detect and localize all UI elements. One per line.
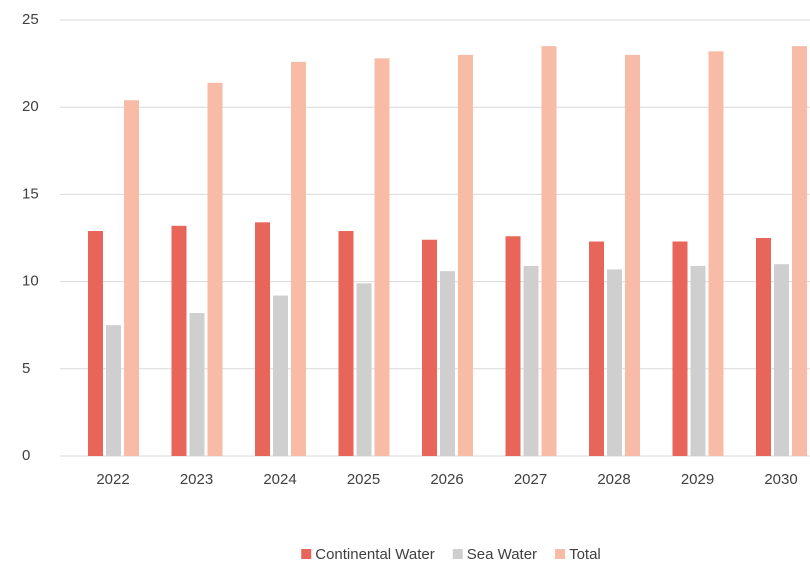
- legend-swatch: [301, 549, 312, 559]
- bar: [374, 58, 390, 456]
- legend-label: Total: [569, 546, 601, 563]
- y-tick-label: 20: [22, 98, 39, 115]
- bar: [756, 238, 771, 456]
- bar: [106, 325, 121, 456]
- bar: [273, 295, 288, 456]
- bar: [189, 312, 205, 456]
- x-tick-label: 2022: [96, 471, 129, 488]
- bar: [523, 265, 539, 456]
- bar: [88, 231, 103, 456]
- x-tick-label: 2030: [764, 471, 797, 488]
- legend-swatch: [555, 549, 566, 559]
- bar: [607, 269, 622, 456]
- bar: [171, 225, 187, 456]
- bar: [291, 61, 306, 457]
- y-tick-label: 10: [22, 273, 39, 290]
- x-tick-label: 2028: [597, 471, 630, 488]
- bar: [440, 271, 455, 456]
- bar: [356, 283, 372, 456]
- x-tick-label: 2023: [180, 471, 213, 488]
- x-tick-label: 2024: [263, 471, 296, 488]
- bar: [625, 54, 640, 456]
- legend-label: Continental Water: [315, 546, 435, 563]
- x-tick-label: 2026: [430, 471, 463, 488]
- x-tick-label: 2029: [681, 471, 714, 488]
- y-tick-label: 5: [22, 360, 30, 377]
- bar: [792, 46, 807, 456]
- bar: [207, 82, 223, 456]
- y-tick-label: 25: [22, 11, 39, 28]
- bar: [774, 264, 789, 456]
- x-tick-label: 2027: [514, 471, 547, 488]
- bar: [690, 265, 706, 456]
- x-tick-label: 2025: [347, 471, 380, 488]
- legend-swatch: [452, 549, 463, 559]
- bar: [672, 241, 688, 456]
- bar: [589, 241, 604, 456]
- bar: [422, 239, 437, 456]
- bar: [458, 54, 473, 456]
- bar: [255, 222, 270, 456]
- legend-label: Sea Water: [467, 546, 537, 563]
- y-tick-label: 0: [22, 447, 30, 464]
- bar: [708, 51, 724, 456]
- bar: [124, 100, 139, 456]
- bar: [505, 236, 521, 456]
- y-tick-label: 15: [22, 185, 39, 202]
- bar: [541, 46, 557, 456]
- bar: [338, 231, 354, 456]
